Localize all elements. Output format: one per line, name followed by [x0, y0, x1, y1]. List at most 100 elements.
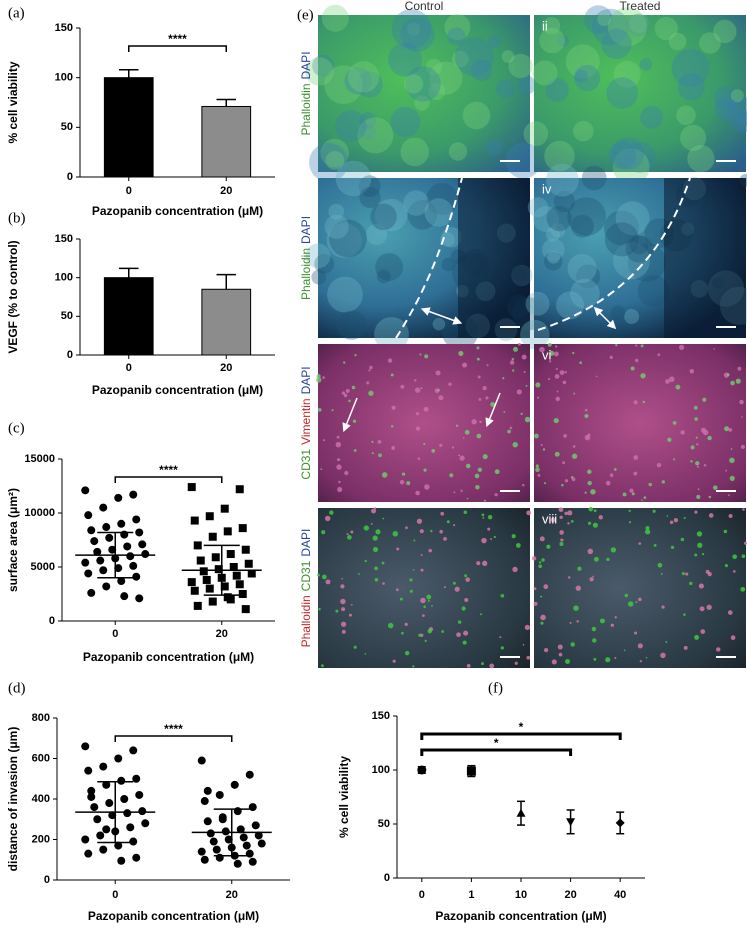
texture	[695, 461, 700, 466]
texture	[335, 160, 372, 197]
texture	[584, 491, 587, 494]
texture	[353, 645, 357, 649]
texture	[336, 435, 340, 439]
texture	[520, 412, 523, 416]
point	[81, 486, 90, 495]
texture	[548, 360, 552, 363]
texture	[705, 569, 710, 574]
texture	[453, 524, 456, 527]
texture	[595, 375, 598, 378]
texture	[576, 264, 601, 289]
texture	[405, 526, 408, 530]
micrograph	[318, 15, 530, 172]
texture	[555, 367, 558, 371]
texture	[539, 346, 545, 353]
texture	[630, 235, 649, 255]
texture	[525, 384, 528, 387]
texture	[476, 433, 482, 439]
y-tick-label: 100	[55, 72, 73, 84]
texture	[324, 214, 349, 239]
texture	[416, 518, 423, 524]
texture	[505, 142, 542, 179]
point	[230, 780, 239, 789]
point	[96, 556, 105, 565]
y-tick-label: 200	[32, 833, 50, 845]
texture	[427, 599, 430, 602]
texture	[587, 480, 592, 486]
y-tick-label: 100	[372, 764, 390, 776]
texture	[335, 441, 342, 448]
texture	[599, 618, 605, 624]
texture	[391, 9, 432, 49]
texture	[639, 659, 642, 663]
texture	[464, 574, 468, 578]
x-tick-label: 20	[220, 362, 232, 374]
stain-label: Phalloidin DAPI	[299, 51, 313, 135]
texture	[388, 42, 423, 77]
texture	[474, 473, 480, 479]
texture	[579, 361, 583, 365]
point	[245, 849, 254, 858]
texture	[396, 588, 399, 592]
y-tick-label: 50	[61, 121, 73, 133]
texture	[624, 309, 640, 325]
texture	[454, 586, 460, 592]
texture	[680, 430, 685, 435]
texture	[350, 603, 353, 606]
texture	[520, 319, 550, 350]
texture	[482, 454, 488, 460]
texture	[591, 8, 629, 46]
texture	[730, 89, 744, 103]
texture	[431, 448, 436, 453]
y-axis-label: VEGF (% to control)	[6, 240, 20, 353]
point	[226, 550, 235, 559]
texture	[612, 137, 645, 170]
texture	[476, 346, 480, 350]
texture	[604, 222, 639, 257]
texture	[724, 426, 730, 432]
point	[123, 542, 132, 551]
texture	[374, 316, 409, 352]
texture	[358, 573, 360, 575]
x-tick-label: 0	[126, 185, 132, 197]
texture	[418, 633, 422, 637]
texture	[341, 607, 346, 612]
point	[239, 833, 248, 842]
texture	[351, 385, 356, 390]
texture	[344, 470, 349, 476]
x-tick-label: 0	[419, 889, 425, 901]
texture	[696, 443, 699, 446]
texture	[357, 117, 394, 154]
point	[218, 815, 227, 824]
texture	[661, 605, 665, 609]
texture	[610, 623, 614, 627]
texture	[546, 544, 551, 549]
texture	[375, 529, 381, 535]
x-tick-label: 20	[220, 185, 232, 197]
arrow	[420, 307, 463, 325]
texture	[577, 566, 582, 571]
texture	[714, 97, 738, 121]
texture	[694, 553, 698, 557]
x-tick-label: 0	[126, 362, 132, 374]
texture	[680, 124, 707, 151]
point	[90, 803, 99, 812]
texture	[661, 480, 665, 484]
texture	[543, 251, 563, 271]
point	[129, 561, 138, 570]
texture	[624, 593, 629, 598]
texture	[407, 199, 438, 230]
texture	[635, 344, 638, 347]
texture	[557, 644, 563, 650]
point	[215, 790, 224, 799]
texture	[669, 520, 674, 525]
texture	[575, 585, 581, 591]
texture	[431, 605, 433, 607]
point	[87, 526, 96, 535]
texture	[696, 494, 701, 499]
x-tick-label: 0	[112, 628, 118, 640]
texture	[499, 636, 502, 639]
texture	[594, 556, 599, 562]
texture	[341, 391, 346, 395]
stain-label: CD31 Vimentin DAPI	[299, 366, 313, 479]
